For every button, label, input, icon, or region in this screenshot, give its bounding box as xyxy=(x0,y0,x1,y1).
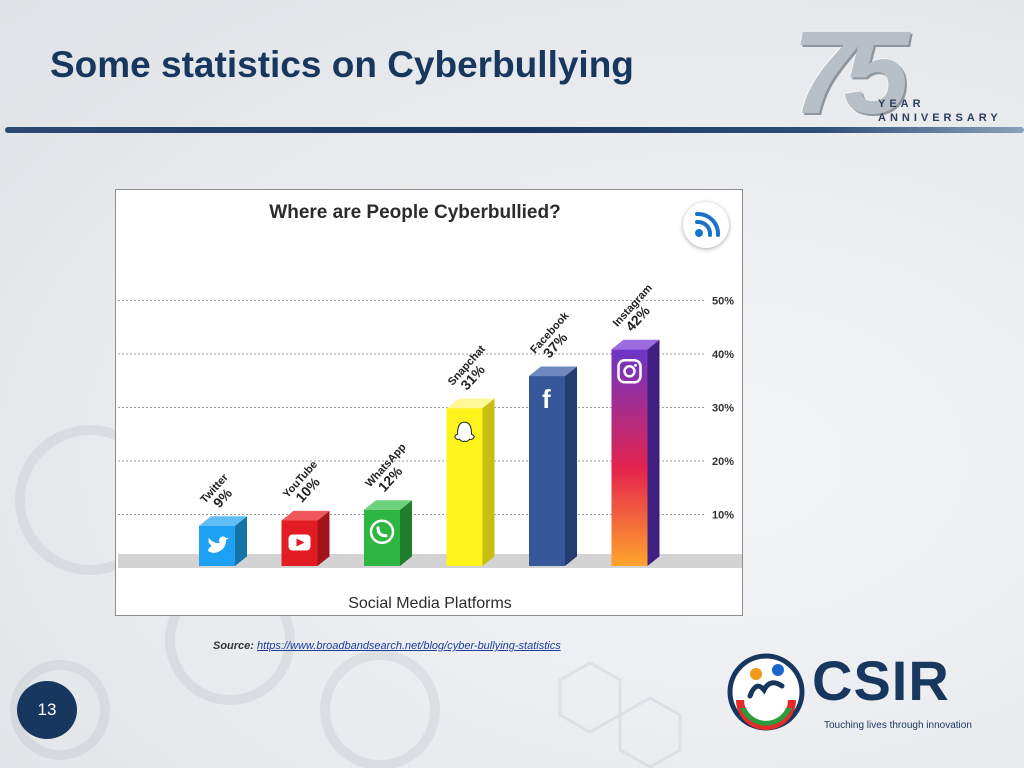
page-number-badge: 13 xyxy=(17,681,77,739)
youtube-play-icon xyxy=(288,534,311,551)
bar-side xyxy=(647,339,660,566)
bar-side xyxy=(482,398,495,566)
bar-side xyxy=(400,500,412,566)
instagram-camera-icon xyxy=(617,359,642,384)
75-year-anniversary-logo: 75 YEAR ANNIVERSARY xyxy=(792,7,998,154)
chart-x-axis-label: Social Media Platforms xyxy=(348,595,512,612)
bar-side xyxy=(235,516,247,566)
facebook-f-icon: f xyxy=(542,384,551,414)
bar-side xyxy=(317,510,330,566)
snapchat-ghost-icon xyxy=(454,421,475,442)
bar-top xyxy=(611,339,660,350)
bar-whatsapp xyxy=(364,509,400,566)
bar-top xyxy=(446,398,495,409)
y-tick-label: 20% xyxy=(712,456,734,468)
slide-title: Some statistics on Cyberbullying xyxy=(50,44,634,85)
anniversary-word-text: ANNIVERSARY xyxy=(878,112,1002,124)
bar-top xyxy=(529,366,577,377)
bar-top xyxy=(199,516,247,526)
y-tick-label: 10% xyxy=(712,510,734,522)
wifi-icon xyxy=(683,202,729,248)
source-citation: Source: https://www.broadbandsearch.net/… xyxy=(213,640,561,652)
y-tick-label: 50% xyxy=(712,296,734,308)
chart-title: Where are People Cyberbullied? xyxy=(269,202,561,223)
source-link[interactable]: https://www.broadbandsearch.net/blog/cyb… xyxy=(257,640,561,652)
chart-image: Where are People Cyberbullied? 10% 20% 30%… xyxy=(115,189,743,616)
csir-wordmark: CSIR xyxy=(812,649,950,712)
svg-text:f: f xyxy=(542,384,551,414)
anniversary-year-text: YEAR xyxy=(878,98,925,110)
bar-top xyxy=(281,510,330,521)
y-tick-label: 30% xyxy=(712,403,734,415)
bar-instagram xyxy=(611,349,648,566)
anniversary-number: 75 xyxy=(792,7,909,139)
source-label: Source: xyxy=(213,640,254,652)
csir-tagline: Touching lives through innovation xyxy=(824,720,972,731)
chart-floor xyxy=(118,554,742,568)
whatsapp-phone-icon xyxy=(369,519,395,545)
csir-logo: CSIR Touching lives through innovation xyxy=(726,649,996,740)
title-underline xyxy=(5,127,1024,133)
bar-top xyxy=(364,500,412,510)
y-tick-label: 40% xyxy=(712,349,734,361)
twitter-bird-icon xyxy=(208,536,229,553)
bar-facebook xyxy=(529,376,565,566)
bar-side xyxy=(565,366,577,566)
csir-emblem-icon xyxy=(727,653,805,731)
